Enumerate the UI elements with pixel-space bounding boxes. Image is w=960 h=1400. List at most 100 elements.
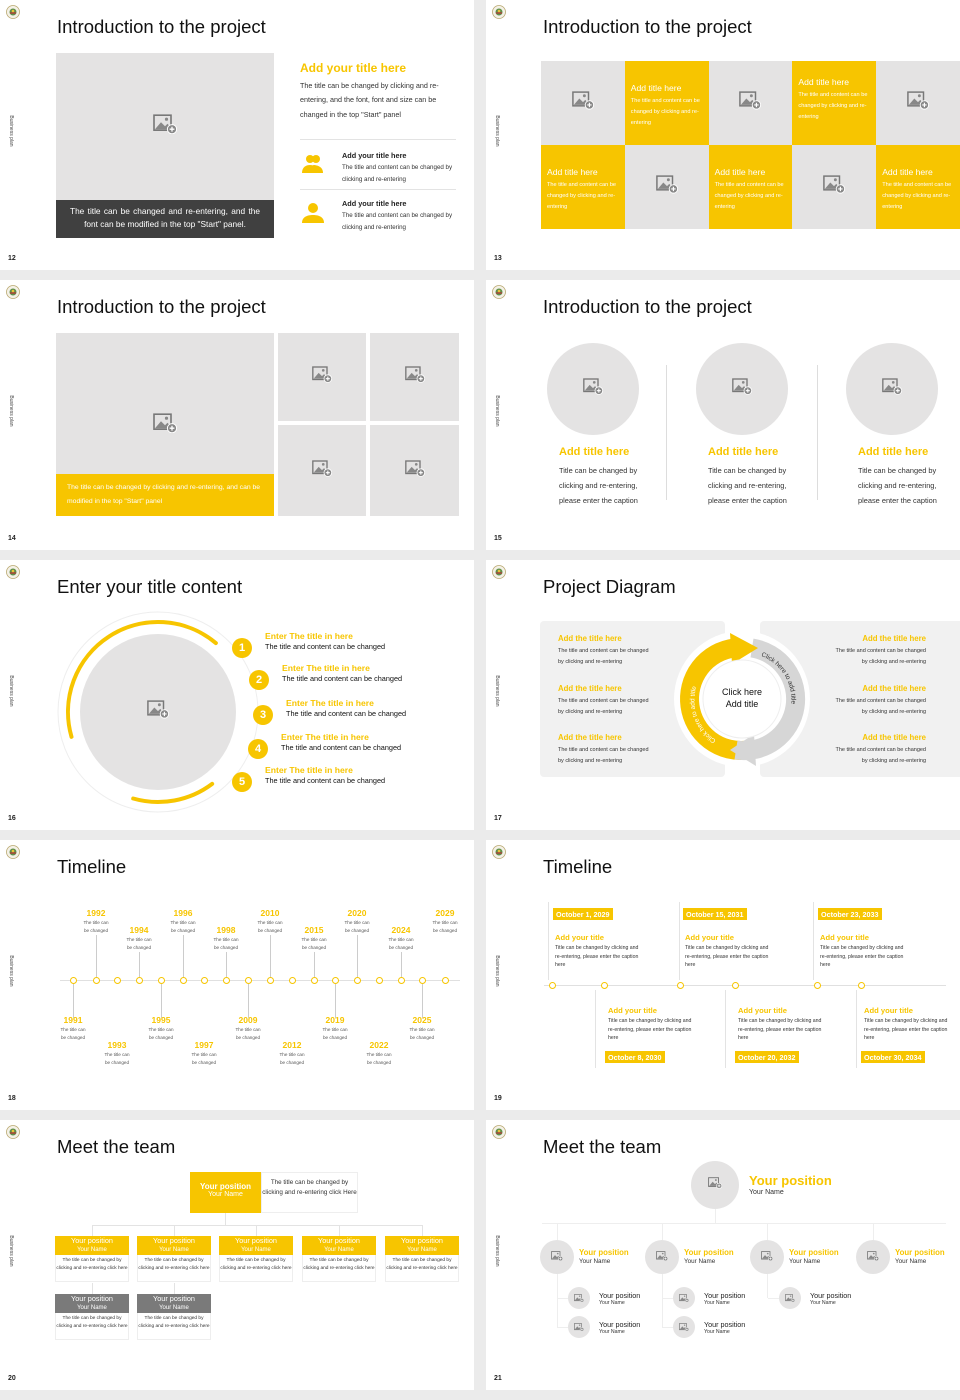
divider — [813, 902, 814, 980]
slide-21[interactable]: Business plan 21 Meet the team Your positio… — [486, 1120, 960, 1390]
timeline-dot — [397, 976, 405, 984]
sub-name: Your Name — [599, 1300, 625, 1306]
event-title: Add your title — [820, 933, 869, 942]
lead-name: Your Name — [749, 1189, 784, 1196]
event-text: The title can be changed — [126, 937, 152, 950]
center-title-line1[interactable]: Click here — [721, 687, 762, 697]
event-year: 2019 — [325, 1015, 345, 1025]
image-placeholder[interactable] — [673, 1287, 695, 1309]
image-placeholder[interactable] — [568, 1316, 590, 1338]
lead-card[interactable]: Your position Your Name — [190, 1172, 261, 1213]
text-tile[interactable]: Add title here The title and content can … — [876, 145, 960, 229]
event-year: 1993 — [107, 1040, 127, 1050]
slide-13[interactable]: Business plan 13 Introduction to the proje… — [486, 0, 960, 270]
image-placeholder[interactable] — [856, 1240, 890, 1274]
logo-icon — [6, 285, 20, 299]
event-year: 2009 — [238, 1015, 258, 1025]
image-placeholder-icon — [147, 700, 170, 724]
slide-title: Introduction to the project — [543, 16, 752, 37]
event-text: The title can be changed — [60, 1027, 86, 1040]
divider — [856, 990, 857, 1068]
member-header[interactable]: Your position Your Name — [55, 1236, 129, 1255]
divider — [422, 984, 423, 1018]
image-placeholder[interactable] — [56, 53, 274, 200]
page-number: 14 — [8, 535, 16, 542]
image-placeholder[interactable] — [645, 1240, 679, 1274]
image-placeholder[interactable] — [779, 1287, 801, 1309]
image-placeholder-icon — [404, 366, 425, 388]
slide-12[interactable]: Business plan 12 Introduction to the proje… — [0, 0, 474, 270]
slide-19[interactable]: Business plan 19 Timeline October 1, 2029 Ad… — [486, 840, 960, 1110]
image-placeholder[interactable] — [370, 333, 459, 421]
image-placeholder[interactable] — [696, 343, 788, 435]
number-badge: 4 — [248, 739, 268, 759]
slide-15[interactable]: Business plan 15 Introduction to the proje… — [486, 280, 960, 550]
side-label: Business plan — [494, 395, 500, 427]
slide-18[interactable]: Business plan 18 Timeline 1991 The title can… — [0, 840, 474, 1110]
user-icon — [301, 202, 325, 229]
slide-17[interactable]: Business plan 17 Project Diagram Click here… — [486, 560, 960, 830]
event-year: 2010 — [260, 908, 280, 918]
top-arc — [66, 620, 218, 739]
member-header[interactable]: Your position Your Name — [55, 1294, 129, 1313]
image-placeholder-icon — [708, 1176, 723, 1194]
item-text: The title and content can be changed — [265, 776, 386, 785]
section-heading: Add your title here — [300, 61, 407, 75]
event-year: 1991 — [63, 1015, 83, 1025]
member-header[interactable]: Your position Your Name — [385, 1236, 459, 1255]
event-text: The title can be changed — [344, 920, 370, 933]
image-placeholder-icon — [312, 366, 333, 388]
logo-icon — [492, 845, 506, 859]
event-year: 2020 — [347, 908, 367, 918]
date-badge: October 23, 2033 — [818, 908, 882, 920]
image-placeholder[interactable] — [624, 145, 709, 229]
image-placeholder[interactable] — [547, 343, 639, 435]
image-placeholder[interactable] — [278, 333, 366, 421]
member-header[interactable]: Your position Your Name — [219, 1236, 293, 1255]
slide-16[interactable]: Business plan 16 Enter your title content 1… — [0, 560, 474, 830]
text-tile[interactable]: Add title here The title and content can … — [792, 61, 877, 145]
image-placeholder[interactable] — [846, 343, 938, 435]
center-title-line2[interactable]: Add title — [725, 699, 759, 709]
text-tile[interactable]: Add title here The title and content can … — [624, 61, 709, 145]
tile-text: The title and content can be changed by … — [630, 98, 700, 126]
image-placeholder[interactable] — [278, 425, 366, 516]
image-placeholder[interactable] — [540, 1240, 574, 1274]
text-tile[interactable]: Add title here The title and content can … — [541, 145, 625, 229]
member-position: Your position — [235, 1236, 277, 1245]
image-placeholder[interactable] — [876, 61, 960, 145]
member-header[interactable]: Your position Your Name — [137, 1294, 211, 1313]
text-tile[interactable]: Add title here The title and content can … — [708, 145, 793, 229]
logo-icon — [6, 565, 20, 579]
slide-20[interactable]: Business plan 20 Meet the team Your positio… — [0, 1120, 474, 1390]
image-placeholder[interactable] — [750, 1240, 784, 1274]
divider — [174, 1225, 175, 1236]
divider — [300, 189, 456, 190]
image-placeholder[interactable] — [541, 61, 625, 145]
member-name: Your Name — [77, 1304, 107, 1311]
image-placeholder[interactable] — [370, 425, 459, 516]
image-placeholder-icon — [574, 1318, 585, 1336]
slide-14[interactable]: Business plan 14 Introduction to the proje… — [0, 280, 474, 550]
member-header[interactable]: Your position Your Name — [137, 1236, 211, 1255]
divider — [270, 935, 271, 977]
page-number: 12 — [8, 255, 16, 262]
image-placeholder[interactable] — [691, 1161, 739, 1209]
timeline-dot — [418, 976, 426, 984]
divider — [161, 984, 162, 1018]
member-header[interactable]: Your position Your Name — [302, 1236, 376, 1255]
image-placeholder[interactable] — [792, 145, 877, 229]
side-label: Business plan — [8, 395, 14, 427]
image-placeholder[interactable] — [568, 1287, 590, 1309]
image-placeholder[interactable] — [80, 634, 236, 790]
image-placeholder[interactable] — [673, 1316, 695, 1338]
column-text: Title can be changed by clicking and re-… — [708, 466, 787, 505]
image-placeholder[interactable] — [708, 61, 793, 145]
divider — [92, 1225, 93, 1236]
side-label: Business plan — [8, 1235, 14, 1267]
yellow-arrowhead — [730, 633, 758, 664]
image-placeholder-icon — [153, 114, 178, 139]
event-text: The title can be changed — [257, 920, 283, 933]
timeline-dot — [375, 976, 383, 984]
